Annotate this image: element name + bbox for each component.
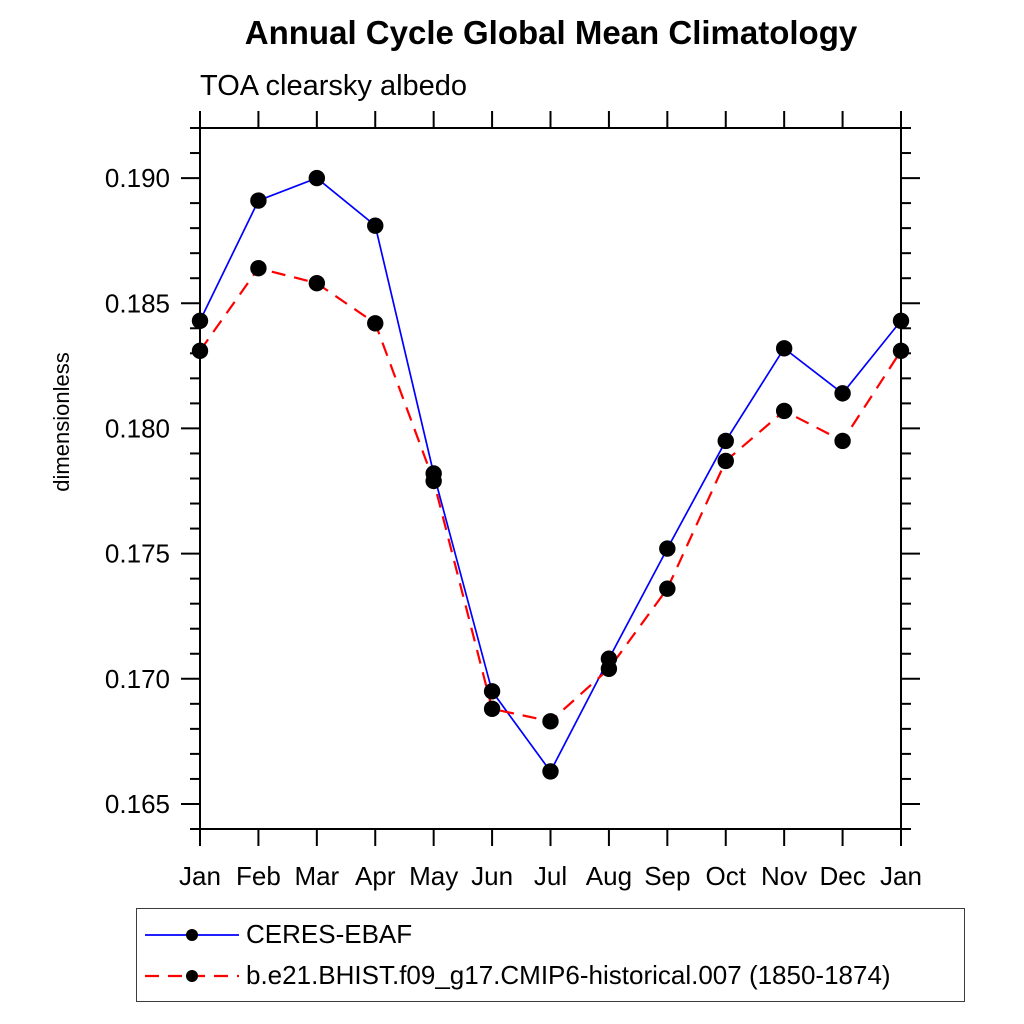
x-tick-label: Jan	[179, 861, 221, 891]
data-point-marker	[775, 340, 793, 357]
legend-sample-dashed-line	[145, 969, 239, 982]
y-tick-label: 0.175	[105, 539, 170, 569]
data-point-marker	[717, 452, 734, 470]
y-axis-title: dimensionless	[49, 352, 74, 491]
legend-sample-solid-line	[145, 928, 239, 941]
chart-subtitle: TOA clearsky albedo	[200, 70, 468, 102]
series-line-ceres-ebaf	[199, 177, 902, 774]
legend-entry-ceres-ebaf: CERES-EBAF	[142, 914, 964, 955]
legend-entry-model: b.e21.BHIST.f09_g17.CMIP6-historical.007…	[142, 955, 964, 996]
y-tick-label: 0.165	[105, 789, 170, 819]
data-point-marker	[834, 432, 851, 450]
x-tick-label: Feb	[236, 861, 281, 891]
x-tick-label: Jun	[471, 861, 513, 891]
series-line-b-e21-bhist-f09-g17-cmip6-hi	[199, 266, 902, 723]
legend-box: CERES-EBAF b.e21.BHIST.f09_g17.CMIP6-his…	[136, 908, 965, 1002]
data-point-marker	[892, 342, 910, 360]
legend-marker-dot	[186, 969, 198, 982]
data-point-marker	[659, 580, 676, 597]
legend-label-model: b.e21.BHIST.f09_g17.CMIP6-historical.007…	[246, 960, 891, 990]
legend-marker-dot	[186, 928, 198, 941]
y-tick-label: 0.185	[105, 288, 170, 318]
data-point-marker	[250, 260, 267, 277]
data-point-marker	[308, 275, 326, 292]
y-tick-label: 0.170	[105, 664, 170, 694]
x-tick-label: Jan	[880, 861, 922, 891]
x-tick-label: Mar	[294, 861, 339, 891]
chart-title: Annual Cycle Global Mean Climatology	[244, 14, 858, 51]
data-point-marker	[250, 192, 267, 209]
legend-label-ceres-ebaf: CERES-EBAF	[246, 919, 413, 949]
x-tick-label: Jul	[534, 861, 567, 891]
x-tick-label: Sep	[644, 861, 690, 891]
data-point-marker	[367, 217, 384, 234]
x-tick-label: May	[409, 861, 458, 891]
data-point-marker	[308, 169, 326, 187]
data-point-marker	[775, 402, 793, 420]
data-point-marker	[367, 315, 384, 332]
x-tick-label: Dec	[819, 861, 865, 891]
data-point-marker	[191, 342, 209, 360]
y-tick-label: 0.180	[105, 413, 170, 443]
data-point-marker	[483, 683, 501, 700]
data-point-marker	[542, 763, 559, 780]
data-point-marker	[425, 472, 442, 490]
y-tick-label: 0.190	[105, 163, 170, 193]
data-point-marker	[483, 700, 501, 718]
x-tick-label: Apr	[355, 861, 396, 891]
data-point-marker	[717, 432, 734, 450]
x-tick-label: Oct	[706, 861, 747, 891]
data-point-marker	[659, 540, 676, 557]
data-point-marker	[600, 660, 618, 677]
x-tick-label: Nov	[761, 861, 807, 891]
data-point-marker	[542, 713, 559, 730]
data-point-marker	[892, 312, 910, 329]
data-point-marker	[191, 312, 209, 329]
x-tick-label: Aug	[586, 861, 632, 891]
data-point-marker	[834, 385, 851, 402]
